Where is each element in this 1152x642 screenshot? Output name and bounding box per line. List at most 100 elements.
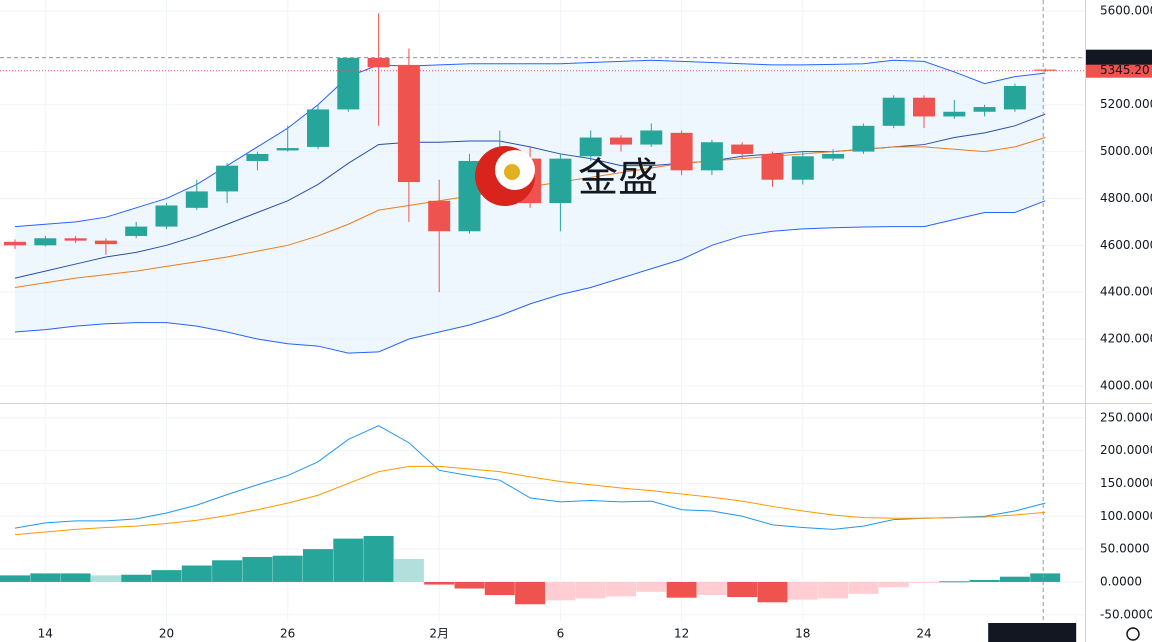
- macd-bar: [999, 576, 1030, 582]
- y-tick-label: 5600.0000: [1100, 4, 1152, 18]
- candle-body: [579, 137, 602, 157]
- watermark-logo: [475, 146, 535, 206]
- macd-bar: [909, 581, 939, 583]
- settings-icon: [1126, 627, 1140, 641]
- last-price-label: 5345.20: [1100, 63, 1150, 77]
- candle-body: [973, 107, 996, 112]
- y-tick-label: 4000.0000: [1100, 378, 1152, 392]
- overlay-line: [14, 200, 1046, 354]
- candle-body: [882, 97, 905, 126]
- candle-body: [64, 238, 87, 241]
- macd-bar: [0, 575, 30, 582]
- candle-body: [397, 64, 420, 183]
- y-tick-label: 200.0000: [1100, 443, 1152, 457]
- macd-bar: [303, 549, 333, 582]
- candle-body: [428, 200, 451, 232]
- macd-bar: [969, 579, 1000, 582]
- x-tick-label: 26: [280, 627, 295, 641]
- y-tick-label: 5000.0000: [1100, 144, 1152, 158]
- macd-bar: [60, 573, 91, 582]
- candle-body: [913, 97, 935, 117]
- macd-bar: [363, 535, 394, 582]
- macd-bar: [939, 581, 970, 583]
- macd-bar: [878, 581, 909, 588]
- macd-bar: [515, 581, 546, 605]
- y-tick-label: 4200.0000: [1100, 332, 1152, 346]
- candle-body: [367, 57, 390, 68]
- macd-bar: [30, 573, 61, 582]
- candle-body: [731, 144, 754, 154]
- macd-bar: [848, 581, 879, 594]
- macd-bar: [757, 581, 788, 603]
- y-tick-label: 250.0000: [1100, 410, 1152, 424]
- candle-body: [852, 125, 875, 152]
- candle-body: [307, 109, 329, 147]
- macd-bar: [424, 581, 455, 585]
- candle-body: [1034, 69, 1057, 71]
- macd-bar: [454, 581, 485, 589]
- y-tick-label: -50.0000: [1100, 607, 1152, 621]
- y-tick-label: 0.0000: [1100, 574, 1142, 588]
- crosshair-price-label: 5400.80: [1100, 50, 1150, 64]
- macd-bar: [151, 570, 182, 582]
- x-tick-label: 12: [674, 627, 689, 641]
- x-tick-label: 2月: [429, 627, 449, 641]
- macd-bar: [636, 581, 667, 592]
- candle-body: [670, 132, 693, 171]
- y-tick-label: 4800.0000: [1100, 191, 1152, 205]
- y-tick-label: 5200.0000: [1100, 97, 1152, 111]
- x-tick-label: 20: [159, 627, 174, 641]
- candle-body: [216, 165, 239, 192]
- candle-body: [276, 148, 299, 151]
- crosshair-tag: [1086, 49, 1152, 65]
- candle-body: [761, 153, 784, 180]
- candle-body: [822, 153, 845, 159]
- candle-body: [791, 156, 814, 180]
- x-tick-label: 6: [557, 627, 565, 641]
- macd-bar: [727, 581, 758, 598]
- macd-line: [14, 425, 1046, 530]
- overlay-line: [14, 59, 1046, 228]
- candle-body: [185, 191, 208, 208]
- macd-bar: [606, 581, 636, 597]
- macd-bar: [545, 581, 576, 601]
- macd-bar: [818, 581, 849, 599]
- y-tick-label: 4400.0000: [1100, 285, 1152, 299]
- watermark-text: 金盛: [578, 155, 658, 201]
- candle-body: [155, 205, 178, 227]
- macd-bar: [242, 556, 273, 582]
- candle-body: [458, 160, 481, 232]
- candle-body: [246, 153, 269, 161]
- macd-bar: [484, 581, 515, 596]
- macd-bar: [1030, 573, 1061, 582]
- macd-bar: [393, 558, 424, 582]
- macd-bar: [90, 575, 121, 582]
- x-tick-label: 18: [795, 627, 810, 641]
- price-tag: [1086, 62, 1152, 78]
- macd-bar: [696, 581, 727, 596]
- macd-bar: [666, 581, 697, 598]
- crosshair-date-label: 2026-03-02: [997, 627, 1067, 641]
- macd-bar: [575, 581, 606, 599]
- macd-bar: [212, 560, 243, 582]
- candle-body: [337, 57, 360, 110]
- y-tick-label: 50.0000: [1100, 542, 1150, 556]
- macd-bar: [181, 565, 212, 582]
- candle-body: [700, 142, 723, 171]
- macd-bar: [333, 538, 364, 582]
- y-tick-label: 150.0000: [1100, 476, 1152, 490]
- macd-bar: [787, 581, 818, 600]
- candle-body: [549, 158, 572, 204]
- y-tick-label: 100.0000: [1100, 509, 1152, 523]
- candle-body: [125, 226, 148, 236]
- candle-body: [943, 111, 966, 117]
- candle-body: [4, 241, 26, 246]
- macd-bar: [121, 574, 152, 582]
- macd-bar: [272, 555, 303, 582]
- y-tick-label: 4600.0000: [1100, 238, 1152, 252]
- macd-line: [14, 465, 1046, 536]
- date-tag: [988, 623, 1077, 642]
- x-tick-label: 24: [916, 627, 931, 641]
- candle-body: [1003, 85, 1026, 110]
